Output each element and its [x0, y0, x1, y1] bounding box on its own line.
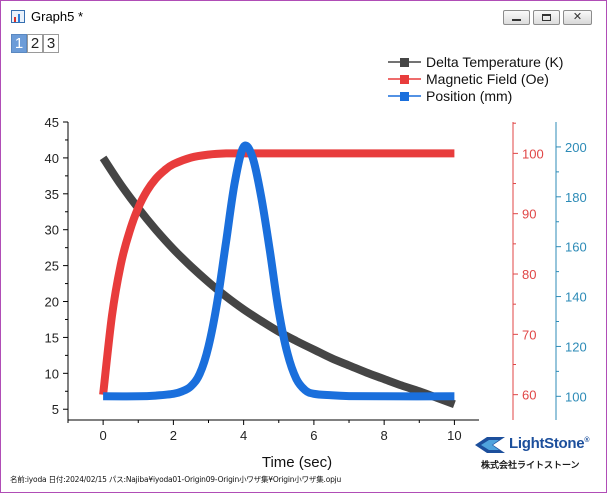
- series-line-delta-temperature[interactable]: [99, 155, 456, 408]
- y-left-tick-label: 20: [45, 295, 59, 310]
- y-right2-tick-label: 100: [565, 389, 587, 404]
- y-left-tick-label: 15: [45, 330, 59, 345]
- title-bar[interactable]: Graph5 *: [1, 1, 606, 31]
- x-tick-label: 6: [310, 428, 317, 443]
- y-right2-tick-label: 200: [565, 140, 587, 155]
- legend-marker-magnetic-field: [400, 75, 409, 84]
- series-line-magnetic-field[interactable]: [99, 149, 455, 396]
- y-right1-tick-label: 90: [522, 207, 536, 222]
- y-right1-tick-label: 100: [522, 146, 544, 161]
- x-axis-label[interactable]: Time (sec): [262, 454, 332, 471]
- layer-tab-1[interactable]: 1: [11, 34, 27, 53]
- x-tick-label: 10: [447, 428, 461, 443]
- close-button[interactable]: [563, 10, 592, 25]
- legend-label-delta-temperature: Delta Temperature (K): [426, 54, 563, 70]
- window-title: Graph5 *: [31, 9, 84, 24]
- legend-label-magnetic-field: Magnetic Field (Oe): [426, 71, 549, 87]
- y-left-tick-label: 25: [45, 259, 59, 274]
- maximize-button[interactable]: [533, 10, 560, 25]
- y-left-tick-label: 30: [45, 223, 59, 238]
- legend-label-position: Position (mm): [426, 88, 512, 104]
- minimize-button[interactable]: [503, 10, 530, 25]
- legend[interactable]: Delta Temperature (K)Magnetic Field (Oe)…: [388, 54, 563, 104]
- y-right2-tick-label: 160: [565, 240, 587, 255]
- y-right2-tick-label: 180: [565, 190, 587, 205]
- logo-brand-text: LightStone®: [509, 435, 590, 452]
- series-line-position[interactable]: [103, 141, 455, 401]
- file-info-text: 名前:iyoda 日付:2024/02/15 パス:Najiba¥iyoda01…: [10, 475, 342, 484]
- y-right1-tick-label: 80: [522, 267, 536, 282]
- x-tick-label: 0: [100, 428, 107, 443]
- y-left-tick-label: 10: [45, 366, 59, 381]
- x-tick-label: 8: [381, 428, 388, 443]
- y-right2-tick-label: 120: [565, 339, 587, 354]
- legend-marker-delta-temperature: [400, 58, 409, 67]
- x-tick-label: 4: [240, 428, 247, 443]
- y-right1-tick-label: 60: [522, 388, 536, 403]
- y-left-tick-label: 5: [52, 402, 59, 417]
- lightstone-logo: LightStone® 株式会社ライトストーン: [473, 431, 603, 471]
- lightstone-logo-icon: [475, 437, 505, 453]
- layer-tab-2[interactable]: 2: [27, 34, 43, 53]
- y-left-tick-label: 40: [45, 151, 59, 166]
- y-right2-tick-label: 140: [565, 290, 587, 305]
- x-tick-label: 2: [170, 428, 177, 443]
- logo-company-name: 株式会社ライトストーン: [481, 461, 580, 471]
- y-left-tick-label: 45: [45, 115, 59, 130]
- y-left-tick-label: 35: [45, 187, 59, 202]
- graph-window-icon[interactable]: [11, 10, 25, 23]
- layer-tab-3[interactable]: 3: [43, 34, 59, 53]
- y-right1-tick-label: 70: [522, 327, 536, 342]
- legend-marker-position: [400, 92, 409, 101]
